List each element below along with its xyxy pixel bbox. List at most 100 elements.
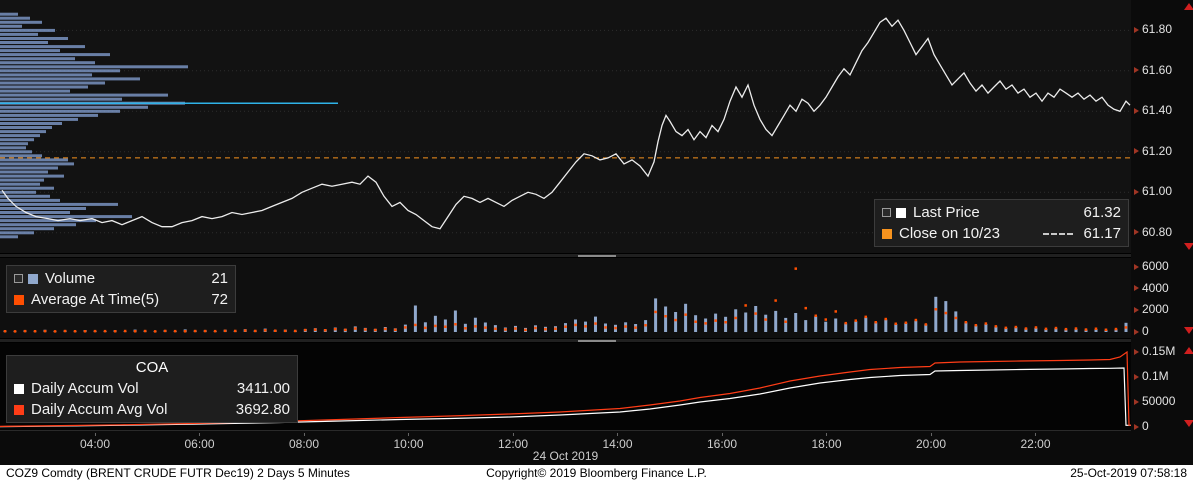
axis-tick-arrow-icon <box>1134 263 1139 270</box>
daily-accum-avg-vol-value: 3692.80 <box>235 401 290 418</box>
security-description: COZ9 Comdty (BRENT CRUDE FUTR Dec19) 2 D… <box>6 466 350 480</box>
y-axis-label: 6000 <box>1134 259 1169 274</box>
axis-tick <box>826 433 827 436</box>
axis-tick-arrow-icon <box>1134 285 1139 292</box>
last-price-label: Last Price <box>913 204 980 221</box>
accum-legend[interactable]: COA Daily Accum Vol 3411.00 Daily Accum … <box>6 355 298 423</box>
close-value: 61.17 <box>1083 225 1121 242</box>
avg-at-time-swatch-icon <box>14 294 24 305</box>
axis-tick-arrow-icon <box>1134 107 1139 114</box>
axis-tick <box>930 433 932 436</box>
daily-accum-avg-vol-label: Daily Accum Avg Vol <box>31 401 168 418</box>
scroll-down-arrow[interactable] <box>1184 327 1193 334</box>
close-swatch-icon <box>882 228 892 239</box>
dashed-line-sample <box>1043 232 1074 235</box>
y-axis-label: 61.00 <box>1134 184 1172 199</box>
legend-grip-icon[interactable] <box>14 274 23 283</box>
time-axis-label: 12:00 <box>498 433 528 451</box>
time-axis-label: 06:00 <box>184 433 215 451</box>
legend-grip-icon[interactable] <box>882 208 891 217</box>
accum-volume-panel[interactable]: COA Daily Accum Vol 3411.00 Daily Accum … <box>0 343 1131 430</box>
axis-tick-arrow-icon <box>1134 67 1139 74</box>
axis-tick-arrow-icon <box>1134 398 1139 405</box>
axis-tick <box>303 433 305 436</box>
axis-tick-arrow-icon <box>1134 26 1139 33</box>
timestamp: 25-Oct-2019 07:58:18 <box>1070 466 1187 480</box>
volume-swatch-icon <box>28 273 38 284</box>
volume-chart-plot[interactable] <box>0 258 1131 338</box>
accum-legend-title: COA <box>135 359 169 376</box>
legend-row-daily-accum-vol: Daily Accum Vol 3411.00 <box>14 378 290 399</box>
axis-tick-arrow-icon <box>1134 348 1139 355</box>
legend-row-volume: Volume 21 <box>14 268 228 289</box>
last-price-value: 61.32 <box>1083 204 1121 221</box>
legend-row-avg-at-time: Average At Time(5) 72 <box>14 289 228 310</box>
axis-tick-arrow-icon <box>1134 229 1139 236</box>
divider-handle[interactable] <box>578 255 616 257</box>
volume-value: 21 <box>211 270 228 287</box>
panel-divider[interactable] <box>0 253 1131 258</box>
price-legend[interactable]: Last Price 61.32 Close on 10/23 61.17 <box>874 199 1129 247</box>
y-axis-label: 61.80 <box>1134 22 1172 37</box>
price-chart-plot[interactable] <box>0 0 1131 253</box>
y-axis-label: 2000 <box>1134 302 1169 317</box>
panel-divider[interactable] <box>0 338 1131 343</box>
y-axis-label: 61.20 <box>1134 144 1172 159</box>
time-axis-label: 22:00 <box>1020 433 1051 451</box>
volume-legend[interactable]: Volume 21 Average At Time(5) 72 <box>6 265 236 313</box>
accum-chart-plot[interactable] <box>0 343 1131 430</box>
daily-accum-avg-vol-swatch-icon <box>14 404 24 415</box>
axis-tick <box>1035 433 1036 436</box>
scroll-down-arrow[interactable] <box>1184 243 1193 250</box>
y-axis-label: 0.1M <box>1134 369 1169 384</box>
axis-tick <box>199 433 200 436</box>
y-axis-label: 4000 <box>1134 281 1169 296</box>
axis-tick-arrow-icon <box>1134 306 1139 313</box>
axis-tick-arrow-icon <box>1134 328 1139 335</box>
time-axis-label: 10:00 <box>393 433 424 451</box>
daily-accum-vol-swatch-icon <box>14 383 24 394</box>
time-axis-label: 04:00 <box>80 433 110 451</box>
price-panel[interactable]: Last Price 61.32 Close on 10/23 61.17 <box>0 0 1131 253</box>
time-axis-label: 20:00 <box>916 433 946 451</box>
legend-row-close: Close on 10/23 61.17 <box>882 223 1121 244</box>
axis-tick <box>721 433 723 436</box>
axis-tick <box>512 433 514 436</box>
axis-tick-arrow-icon <box>1134 188 1139 195</box>
scroll-up-arrow[interactable] <box>1184 347 1193 354</box>
y-axis-label: 0 <box>1134 324 1149 339</box>
axis-tick <box>408 433 409 436</box>
volume-label: Volume <box>45 270 96 287</box>
divider-handle[interactable] <box>578 340 616 342</box>
daily-accum-vol-label: Daily Accum Vol <box>31 380 139 397</box>
date-label: 24 Oct 2019 <box>532 449 599 463</box>
axis-tick-arrow-icon <box>1134 373 1139 380</box>
copyright-text: Copyright© 2019 Bloomberg Finance L.P. <box>486 466 707 480</box>
volume-panel[interactable]: Volume 21 Average At Time(5) 72 <box>0 258 1131 338</box>
y-axis-label: 61.60 <box>1134 63 1172 78</box>
axis-tick-arrow-icon <box>1134 423 1139 430</box>
axis-tick <box>94 433 96 436</box>
time-axis-label: 16:00 <box>707 433 737 451</box>
last-price-swatch-icon <box>896 207 906 218</box>
avg-at-time-value: 72 <box>211 291 228 308</box>
scroll-up-arrow[interactable] <box>1184 3 1193 10</box>
y-axis-label: 0.15M <box>1134 344 1175 359</box>
scroll-down-arrow[interactable] <box>1184 420 1193 427</box>
time-axis-label: 08:00 <box>289 433 319 451</box>
daily-accum-vol-value: 3411.00 <box>236 380 290 397</box>
y-axis-label: 60.80 <box>1134 225 1172 240</box>
y-axis-label: 0 <box>1134 419 1149 434</box>
close-label: Close on 10/23 <box>899 225 1000 242</box>
time-axis[interactable]: 04:00 06:00 08:00 10:00 12:00 14:00 16:00 18:00… <box>0 430 1131 466</box>
axis-tick <box>617 433 618 436</box>
status-bar: COZ9 Comdty (BRENT CRUDE FUTR Dec19) 2 D… <box>0 465 1193 482</box>
avg-at-time-label: Average At Time(5) <box>31 291 160 308</box>
legend-row-last-price: Last Price 61.32 <box>882 202 1121 223</box>
axis-tick-arrow-icon <box>1134 148 1139 155</box>
y-axis-column[interactable]: 61.80 61.60 61.40 61.20 61.00 60.80 6000 4000 20… <box>1131 0 1193 465</box>
legend-row-daily-accum-avg-vol: Daily Accum Avg Vol 3692.80 <box>14 399 290 420</box>
y-axis-label: 50000 <box>1134 394 1175 409</box>
y-axis-label: 61.40 <box>1134 103 1172 118</box>
